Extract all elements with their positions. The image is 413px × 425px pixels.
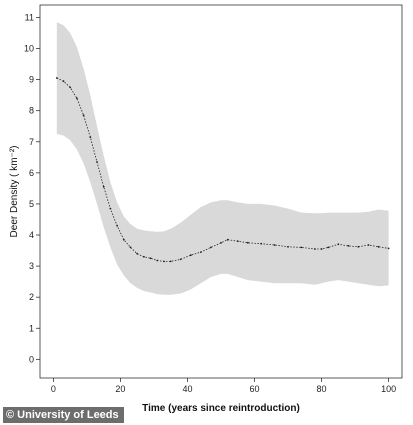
x-axis: 0 20 40 60 80 100 — [51, 378, 396, 394]
mean-point — [102, 185, 105, 188]
mean-point — [260, 242, 263, 245]
mean-point — [156, 259, 159, 262]
y-tick-label: 5 — [29, 199, 34, 209]
y-tick-label: 6 — [29, 168, 34, 178]
y-tick-label: 2 — [29, 292, 34, 302]
mean-point — [210, 246, 212, 249]
y-tick-label: 9 — [29, 75, 34, 85]
mean-point — [387, 247, 390, 250]
y-tick-label: 4 — [29, 230, 34, 240]
mean-point — [76, 97, 78, 100]
mean-point — [122, 238, 125, 241]
plot-frame — [39, 4, 403, 379]
y-axis-title: Deer Density ( km⁻²) — [9, 146, 20, 238]
y-tick-label: 11 — [25, 12, 34, 22]
mean-point — [226, 238, 229, 241]
mean-point — [377, 245, 380, 248]
y-tick-label: 7 — [29, 137, 34, 147]
y-tick-label: 0 — [29, 354, 34, 364]
mean-point — [367, 244, 370, 246]
mean-point — [129, 246, 132, 249]
mean-line — [56, 77, 389, 262]
mean-point — [149, 257, 152, 260]
mean-point — [116, 224, 118, 227]
mean-point — [82, 114, 85, 117]
mean-point — [69, 86, 72, 89]
y-tick-label: 1 — [29, 323, 34, 333]
y-tick-label: 8 — [29, 106, 34, 116]
mean-point — [320, 248, 323, 250]
mean-point — [327, 246, 330, 249]
mean-point — [62, 80, 65, 83]
mean-point — [55, 77, 58, 79]
mean-point — [89, 136, 92, 139]
mean-point — [314, 248, 316, 250]
mean-point — [169, 260, 172, 263]
mean-point — [96, 161, 98, 163]
y-axis: 0 1 2 3 4 5 6 7 8 9 10 11 — [24, 12, 40, 364]
x-tick-label: 60 — [250, 384, 260, 394]
confidence-band — [56, 22, 389, 295]
mean-point — [347, 245, 350, 247]
mean-point — [300, 246, 303, 249]
x-tick-label: 20 — [115, 384, 125, 394]
mean-point — [287, 245, 289, 248]
mean-point — [236, 240, 239, 243]
mean-point — [109, 207, 112, 210]
y-tick-label: 10 — [24, 44, 34, 54]
x-tick-label: 100 — [381, 384, 396, 394]
mean-point — [220, 241, 222, 244]
mean-point — [136, 252, 139, 255]
y-tick-label: 3 — [29, 261, 34, 271]
x-tick-label: 0 — [51, 384, 56, 394]
mean-point — [273, 244, 276, 246]
x-tick-label: 40 — [182, 384, 192, 394]
mean-point — [337, 243, 340, 246]
mean-point — [200, 251, 202, 254]
mean-point — [189, 254, 192, 257]
x-axis-title: Time (years since reintroduction) — [142, 403, 300, 414]
mean-point — [357, 245, 360, 248]
credit-watermark: © University of Leeds — [3, 407, 124, 423]
mean-point — [179, 258, 182, 261]
mean-point — [163, 260, 165, 263]
mean-point — [246, 241, 249, 244]
mean-point — [143, 255, 145, 258]
mean-points — [55, 77, 390, 263]
x-tick-label: 80 — [317, 384, 327, 394]
